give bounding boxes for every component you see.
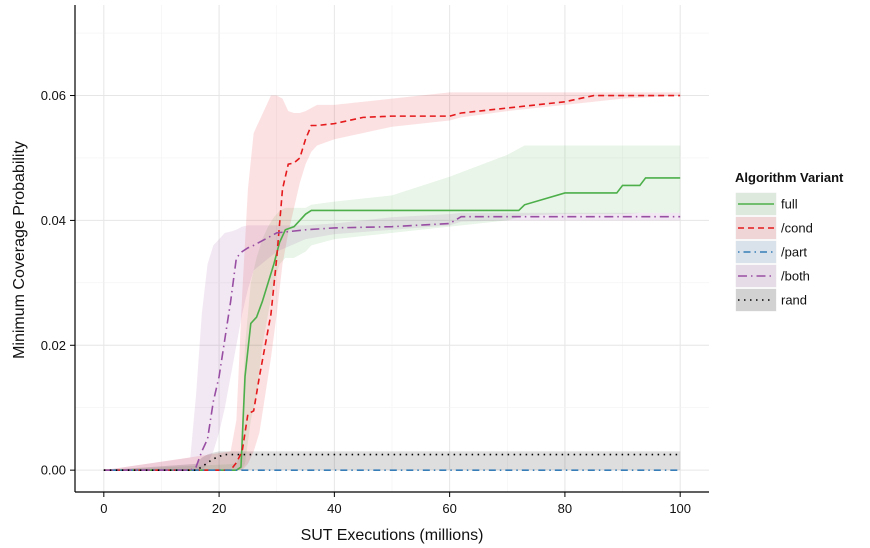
legend-label: full (781, 197, 798, 212)
legend-key-band (736, 265, 776, 287)
y-ticks: 0.00 0.02 0.04 0.06 (41, 88, 75, 478)
x-tick-label: 40 (327, 501, 341, 516)
series-line-rand (103, 453, 681, 471)
y-tick-label: 0.04 (41, 213, 66, 228)
series-line-cond (103, 94, 681, 471)
y-tick-label: 0.06 (41, 88, 66, 103)
band-rand (103, 451, 681, 471)
y-tick-label: 0.00 (41, 463, 66, 478)
axes (74, 5, 709, 493)
legend-title: Algorithm Variant (735, 170, 844, 185)
x-tick-label: 100 (669, 501, 691, 516)
y-tick-label: 0.02 (41, 338, 66, 353)
legend: Algorithm Variant full/cond/part/both ran… (734, 170, 844, 313)
legend-label: rand (781, 293, 807, 308)
series-line-full (103, 177, 681, 471)
x-tick-label: 60 (442, 501, 456, 516)
band-full (103, 145, 681, 471)
x-tick-label: 0 (100, 501, 107, 516)
legend-label: /cond (781, 221, 813, 236)
x-ticks: 0 20 40 60 80 100 (100, 492, 691, 516)
legend-label: /both (781, 269, 810, 284)
y-axis-title: Minimum Coverage Probability (11, 141, 28, 359)
grid (75, 5, 709, 492)
series-line-both (103, 215, 681, 471)
confidence-bands (103, 92, 681, 471)
series-lines (103, 94, 681, 471)
x-axis-title: SUT Executions (millions) (301, 527, 484, 544)
legend-label: /part (781, 245, 807, 260)
x-tick-label: 20 (212, 501, 226, 516)
band-cond (103, 92, 681, 471)
band-both (103, 212, 681, 471)
legend-key-band (736, 217, 776, 239)
x-tick-label: 80 (558, 501, 572, 516)
